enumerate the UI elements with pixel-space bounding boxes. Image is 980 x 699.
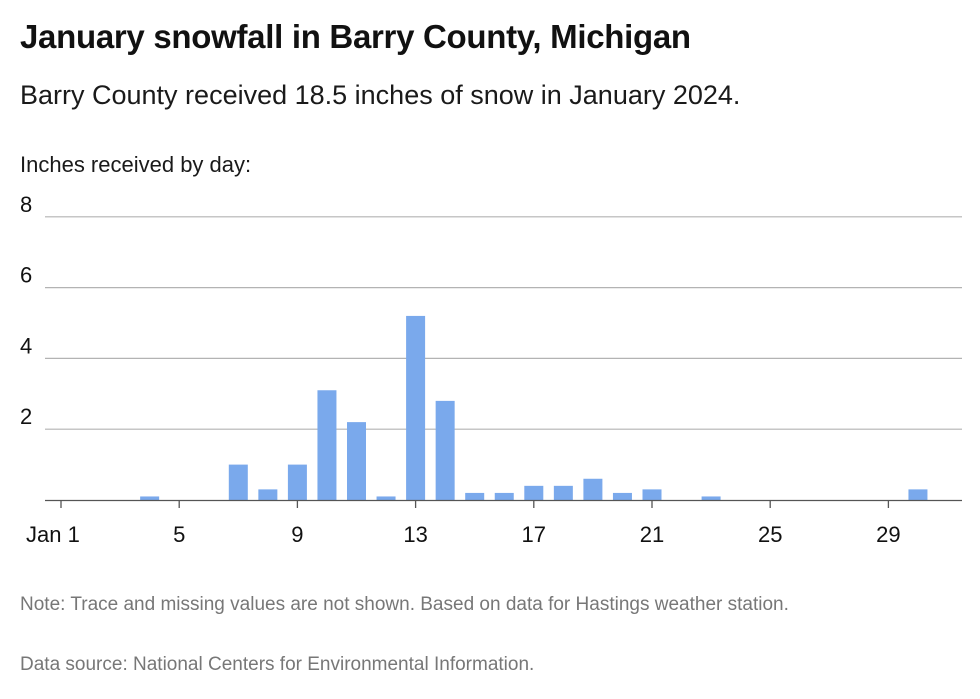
data-source: Data source: National Centers for Enviro… [20, 654, 535, 675]
x-tick-label: Jan 1 [26, 522, 80, 547]
x-tick-label: 25 [758, 522, 782, 547]
x-tick-labels: Jan 1 5 9 13 17 21 25 29 [26, 522, 901, 547]
x-axis [45, 499, 962, 508]
bar-day-17 [524, 485, 544, 500]
y-tick-label: 6 [20, 263, 32, 288]
y-tick-label: 2 [20, 404, 32, 429]
bar-day-21 [642, 489, 662, 500]
x-tick-label: 21 [640, 522, 664, 547]
bars [140, 315, 928, 500]
bar-day-13 [406, 315, 426, 500]
bar-day-23 [701, 496, 721, 500]
x-tick-label: 29 [876, 522, 900, 547]
x-tick-label: 9 [291, 522, 303, 547]
bar-day-19 [583, 478, 603, 500]
bar-day-8 [258, 489, 278, 500]
bar-day-4 [140, 496, 160, 500]
bar-day-30 [908, 489, 928, 500]
bar-day-14 [435, 400, 455, 500]
y-tick-label: 4 [20, 333, 32, 358]
bar-day-10 [317, 390, 337, 500]
x-tick-label: 17 [522, 522, 546, 547]
gridlines [45, 216, 962, 430]
y-tick-label: 8 [20, 195, 32, 217]
chart-title: January snowfall in Barry County, Michig… [20, 18, 691, 55]
bar-day-16 [494, 492, 514, 500]
chart-note: Note: Trace and missing values are not s… [20, 594, 789, 615]
bar-day-15 [465, 492, 485, 500]
bar-chart: 2 4 6 8 Jan 1 5 9 13 17 21 25 29 [20, 195, 962, 547]
bar-day-12 [376, 496, 396, 500]
bar-day-9 [287, 464, 307, 500]
x-tick-label: 5 [173, 522, 185, 547]
bar-day-20 [612, 492, 632, 500]
y-axis-caption: Inches received by day: [20, 152, 252, 177]
chart-subtitle: Barry County received 18.5 inches of sno… [20, 80, 741, 110]
bar-day-11 [347, 422, 366, 500]
x-tick-label: 13 [403, 522, 427, 547]
y-tick-labels: 2 4 6 8 [20, 195, 32, 429]
bar-day-18 [553, 485, 573, 500]
bar-day-7 [228, 464, 248, 500]
